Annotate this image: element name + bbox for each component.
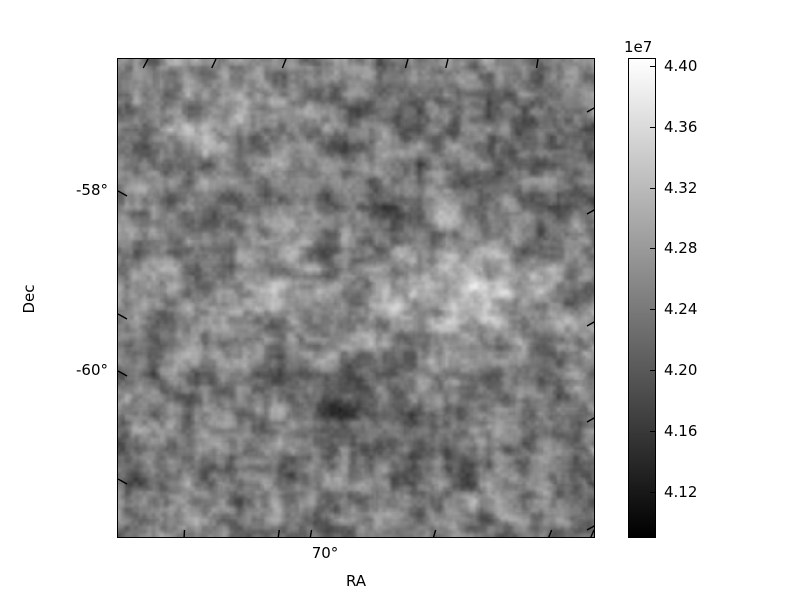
y-tick-label-dec-58: -58° bbox=[76, 181, 108, 199]
colorbar-offset-label: 1e7 bbox=[624, 38, 653, 56]
sky-map-heatmap bbox=[118, 59, 594, 537]
colorbar-tick-label: 4.12 bbox=[664, 483, 698, 502]
colorbar-tick-label: 4.28 bbox=[664, 239, 698, 258]
y-axis-title: Dec bbox=[20, 284, 38, 314]
colorbar-tick-label: 4.16 bbox=[664, 422, 698, 441]
x-axis-title: RA bbox=[345, 572, 367, 590]
sky-image-axes[interactable] bbox=[117, 58, 595, 538]
colorbar-tick-label: 4.24 bbox=[664, 300, 698, 319]
y-tick-label-dec-60: -60° bbox=[76, 361, 108, 379]
colorbar-tick-label: 4.40 bbox=[664, 56, 698, 75]
colorbar-tick-label: 4.32 bbox=[664, 178, 698, 197]
x-tick-label-ra-70: 70° bbox=[311, 544, 339, 562]
colorbar-tick-label: 4.20 bbox=[664, 361, 698, 380]
colorbar-gradient bbox=[629, 59, 655, 537]
colorbar[interactable] bbox=[628, 58, 656, 538]
colorbar-tick-label: 4.36 bbox=[664, 117, 698, 136]
